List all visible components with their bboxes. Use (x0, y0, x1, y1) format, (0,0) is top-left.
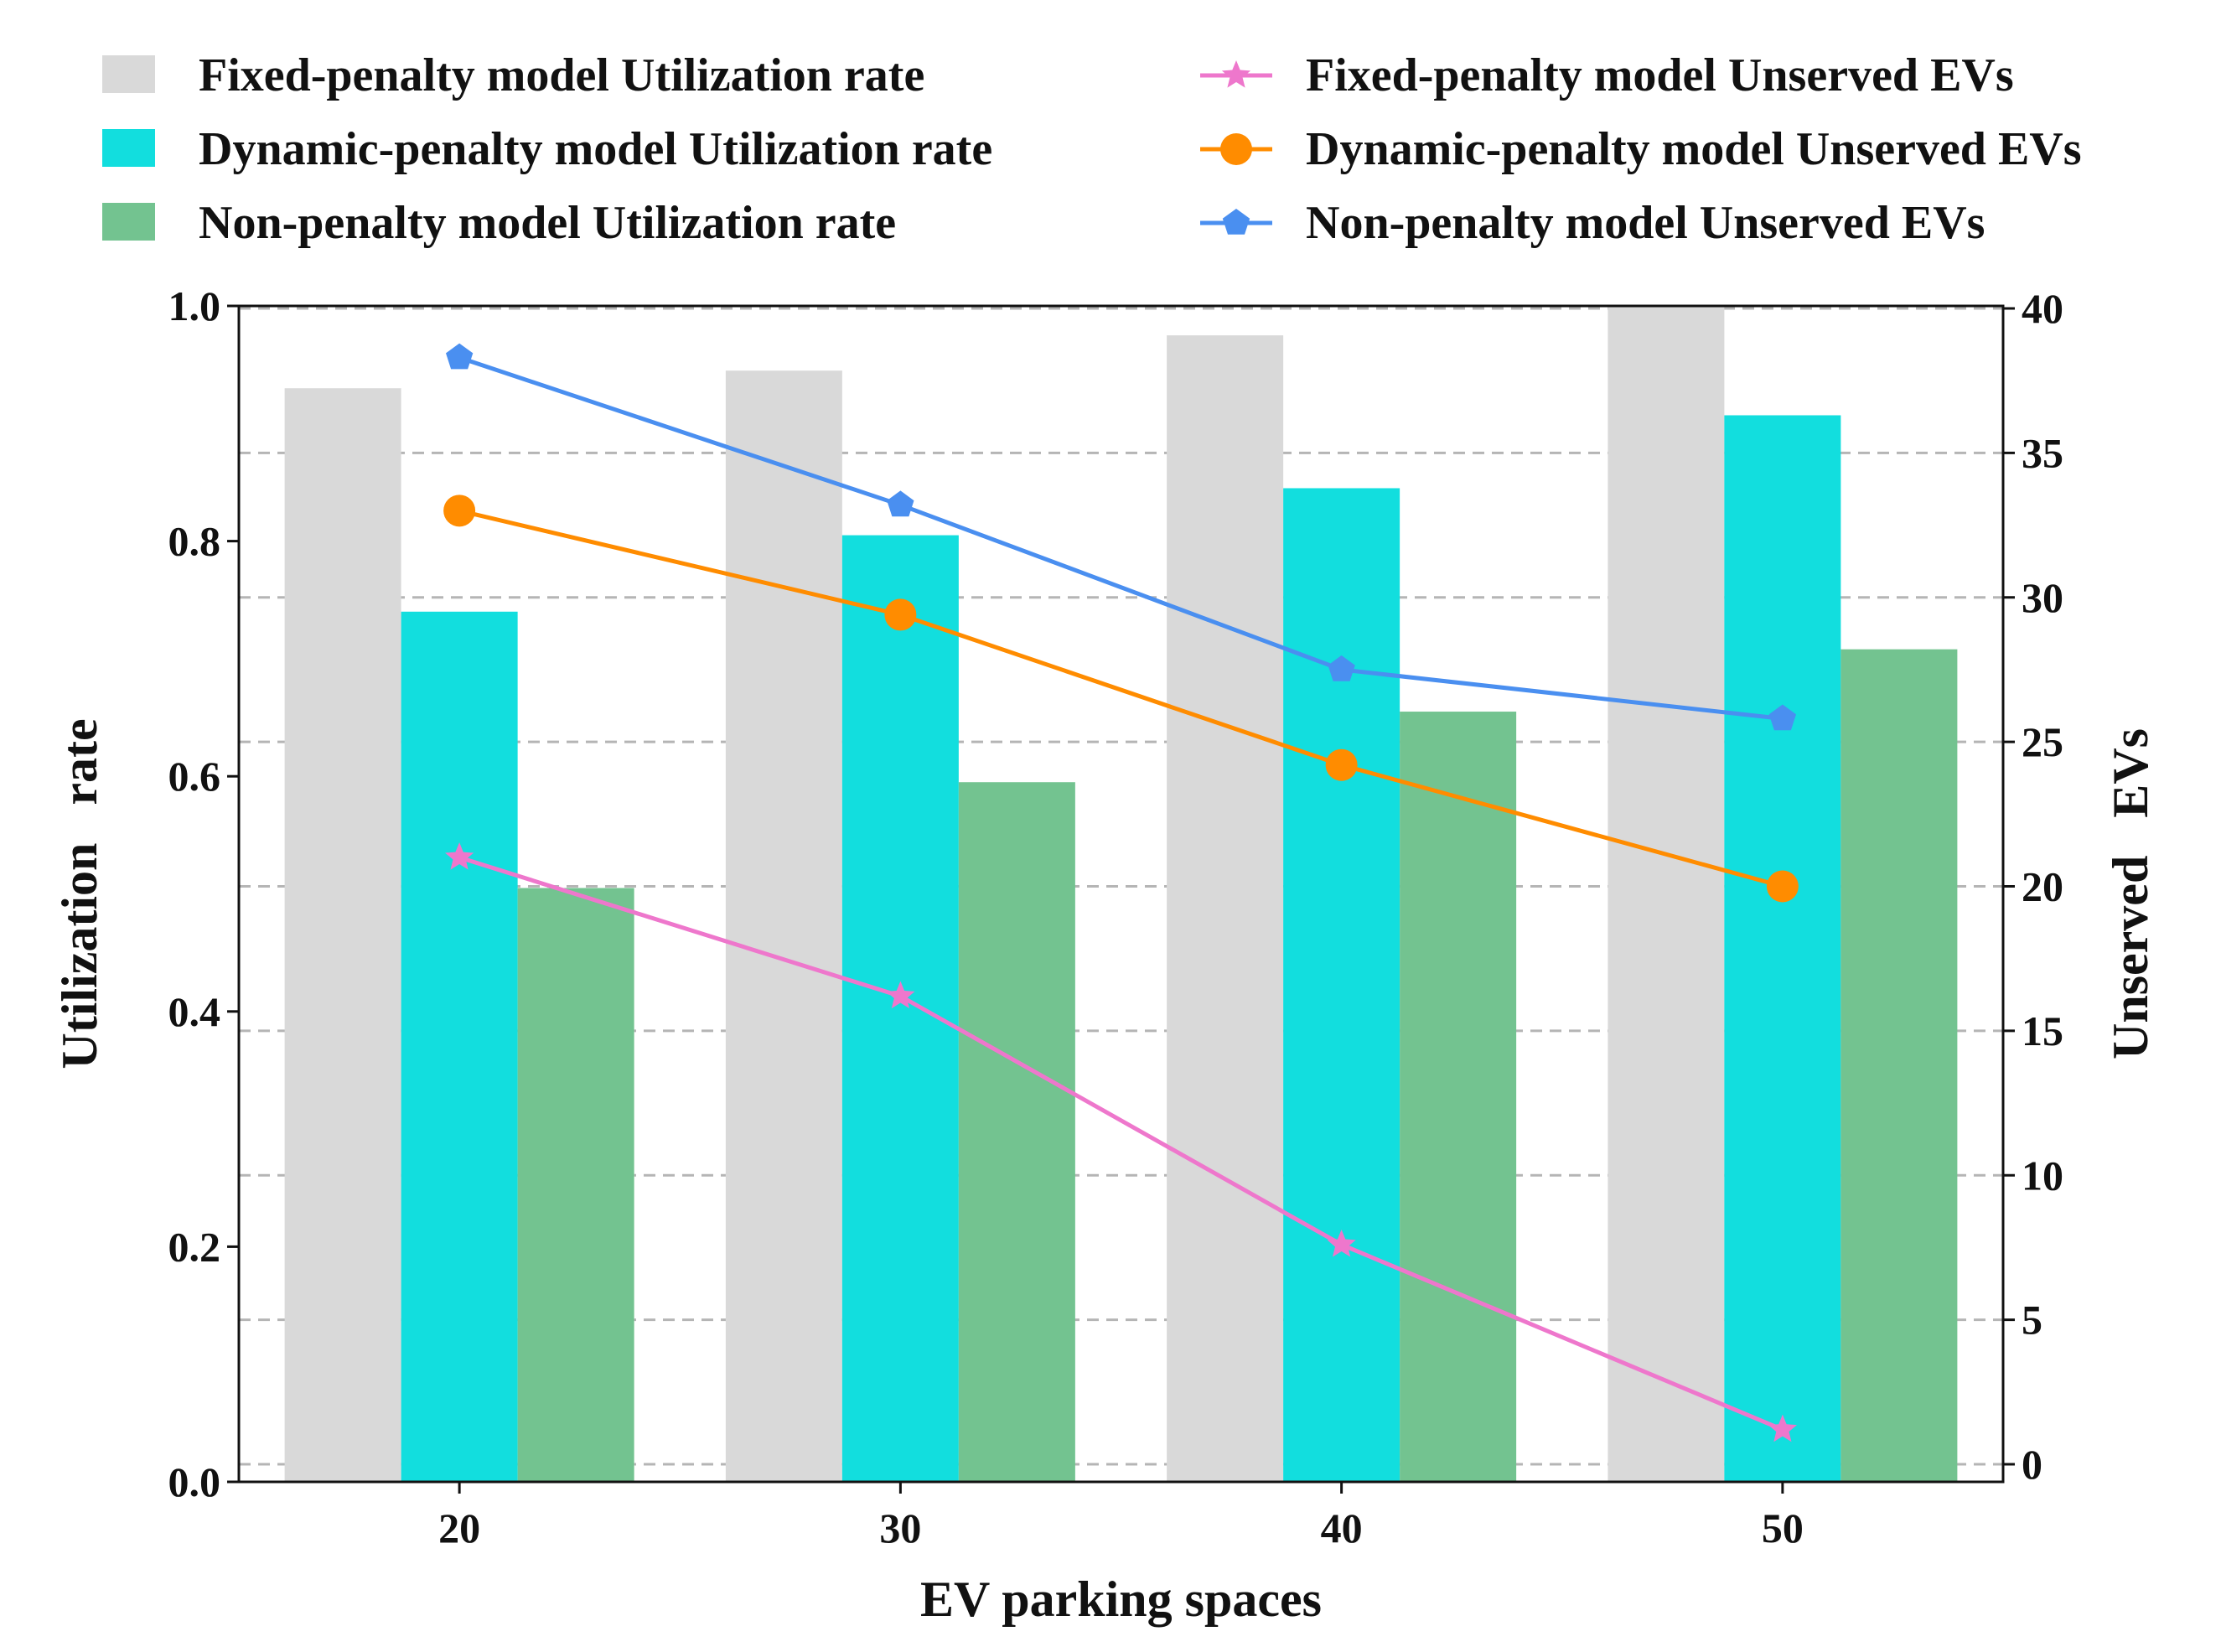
bar-3-20 (517, 888, 634, 1482)
x-axis: 20 30 40 50 (438, 1482, 1804, 1551)
point-2-40 (1325, 748, 1358, 781)
y2-axis-title: Unserved EVs (2103, 728, 2158, 1059)
point-3-20 (446, 343, 474, 370)
bar-3-40 (1400, 712, 1517, 1482)
legend-label: Fixed-penalty model Utilization rate (199, 49, 924, 101)
point-1-30 (886, 981, 915, 1009)
legend-label: Dynamic-penalty model Unserved EVs (1306, 123, 2082, 175)
legend-label: Non-penalty model Unserved EVs (1306, 197, 1985, 249)
point-2-50 (1766, 870, 1799, 903)
bar-1-40 (1167, 335, 1284, 1483)
lines (443, 343, 1799, 1442)
bar-1-20 (284, 388, 401, 1483)
y2-tick-label: 0 (2022, 1441, 2042, 1488)
point-3-30 (887, 490, 914, 517)
y2-tick-label: 40 (2022, 285, 2063, 332)
left-axis: 0.0 0.2 0.4 0.6 0.8 1.0 (168, 282, 239, 1505)
bar-1-30 (725, 370, 842, 1482)
line-series-3 (458, 355, 1784, 722)
bar-2-30 (841, 535, 959, 1483)
legend: Fixed-penalty model Utilization rate Dyna… (102, 49, 2082, 249)
bar-2-40 (1283, 488, 1400, 1482)
point-1-20 (445, 842, 474, 870)
y2-tick-label: 35 (2022, 429, 2063, 476)
y-axis-title: Utilization rate (52, 718, 107, 1069)
y2-tick-label: 5 (2022, 1297, 2042, 1344)
bar-3-30 (958, 782, 1075, 1482)
legend-marker (1220, 133, 1252, 165)
y-tick-label: 0.6 (168, 753, 221, 800)
point-2-30 (884, 598, 917, 631)
x-axis-title: EV parking spaces (920, 1572, 1322, 1627)
y2-tick-label: 20 (2022, 863, 2063, 910)
bar-1-50 (1608, 306, 1725, 1482)
right-axis: 0 5 10 15 20 25 30 35 40 (2003, 285, 2063, 1488)
y2-tick-label: 30 (2022, 574, 2063, 621)
legend-label: Fixed-penalty model Unserved EVs (1306, 49, 2014, 101)
point-3-50 (1768, 704, 1796, 731)
y-tick-label: 0.2 (168, 1223, 221, 1270)
legend-swatch (102, 203, 155, 241)
x-tick-label: 20 (438, 1504, 480, 1551)
plot-frame (237, 304, 2005, 1484)
line-series-2 (458, 508, 1784, 888)
point-1-40 (1327, 1230, 1356, 1257)
point-1-50 (1768, 1414, 1797, 1442)
y-tick-label: 0.4 (168, 988, 221, 1035)
bars (284, 306, 1958, 1483)
y-tick-label: 0.0 (168, 1458, 221, 1505)
legend-swatch (102, 55, 155, 93)
x-tick-label: 30 (879, 1504, 921, 1551)
legend-label: Dynamic-penalty model Utilization rate (199, 123, 992, 175)
x-tick-label: 40 (1321, 1504, 1363, 1551)
y2-tick-label: 10 (2022, 1152, 2063, 1199)
bar-2-20 (401, 611, 518, 1482)
bar-3-50 (1840, 649, 1958, 1482)
legend-marker (1221, 60, 1251, 88)
x-tick-label: 50 (1762, 1504, 1804, 1551)
point-3-40 (1328, 655, 1355, 681)
line-series-1 (458, 855, 1784, 1432)
y2-tick-label: 25 (2022, 718, 2063, 765)
point-2-20 (443, 495, 476, 527)
y-tick-label: 0.8 (168, 518, 221, 565)
legend-marker (1222, 209, 1250, 235)
legend-label: Non-penalty model Utilization rate (199, 197, 896, 249)
y2-tick-label: 15 (2022, 1007, 2063, 1054)
y-tick-label: 1.0 (168, 282, 221, 329)
bar-2-50 (1724, 415, 1841, 1482)
legend-swatch (102, 129, 155, 167)
